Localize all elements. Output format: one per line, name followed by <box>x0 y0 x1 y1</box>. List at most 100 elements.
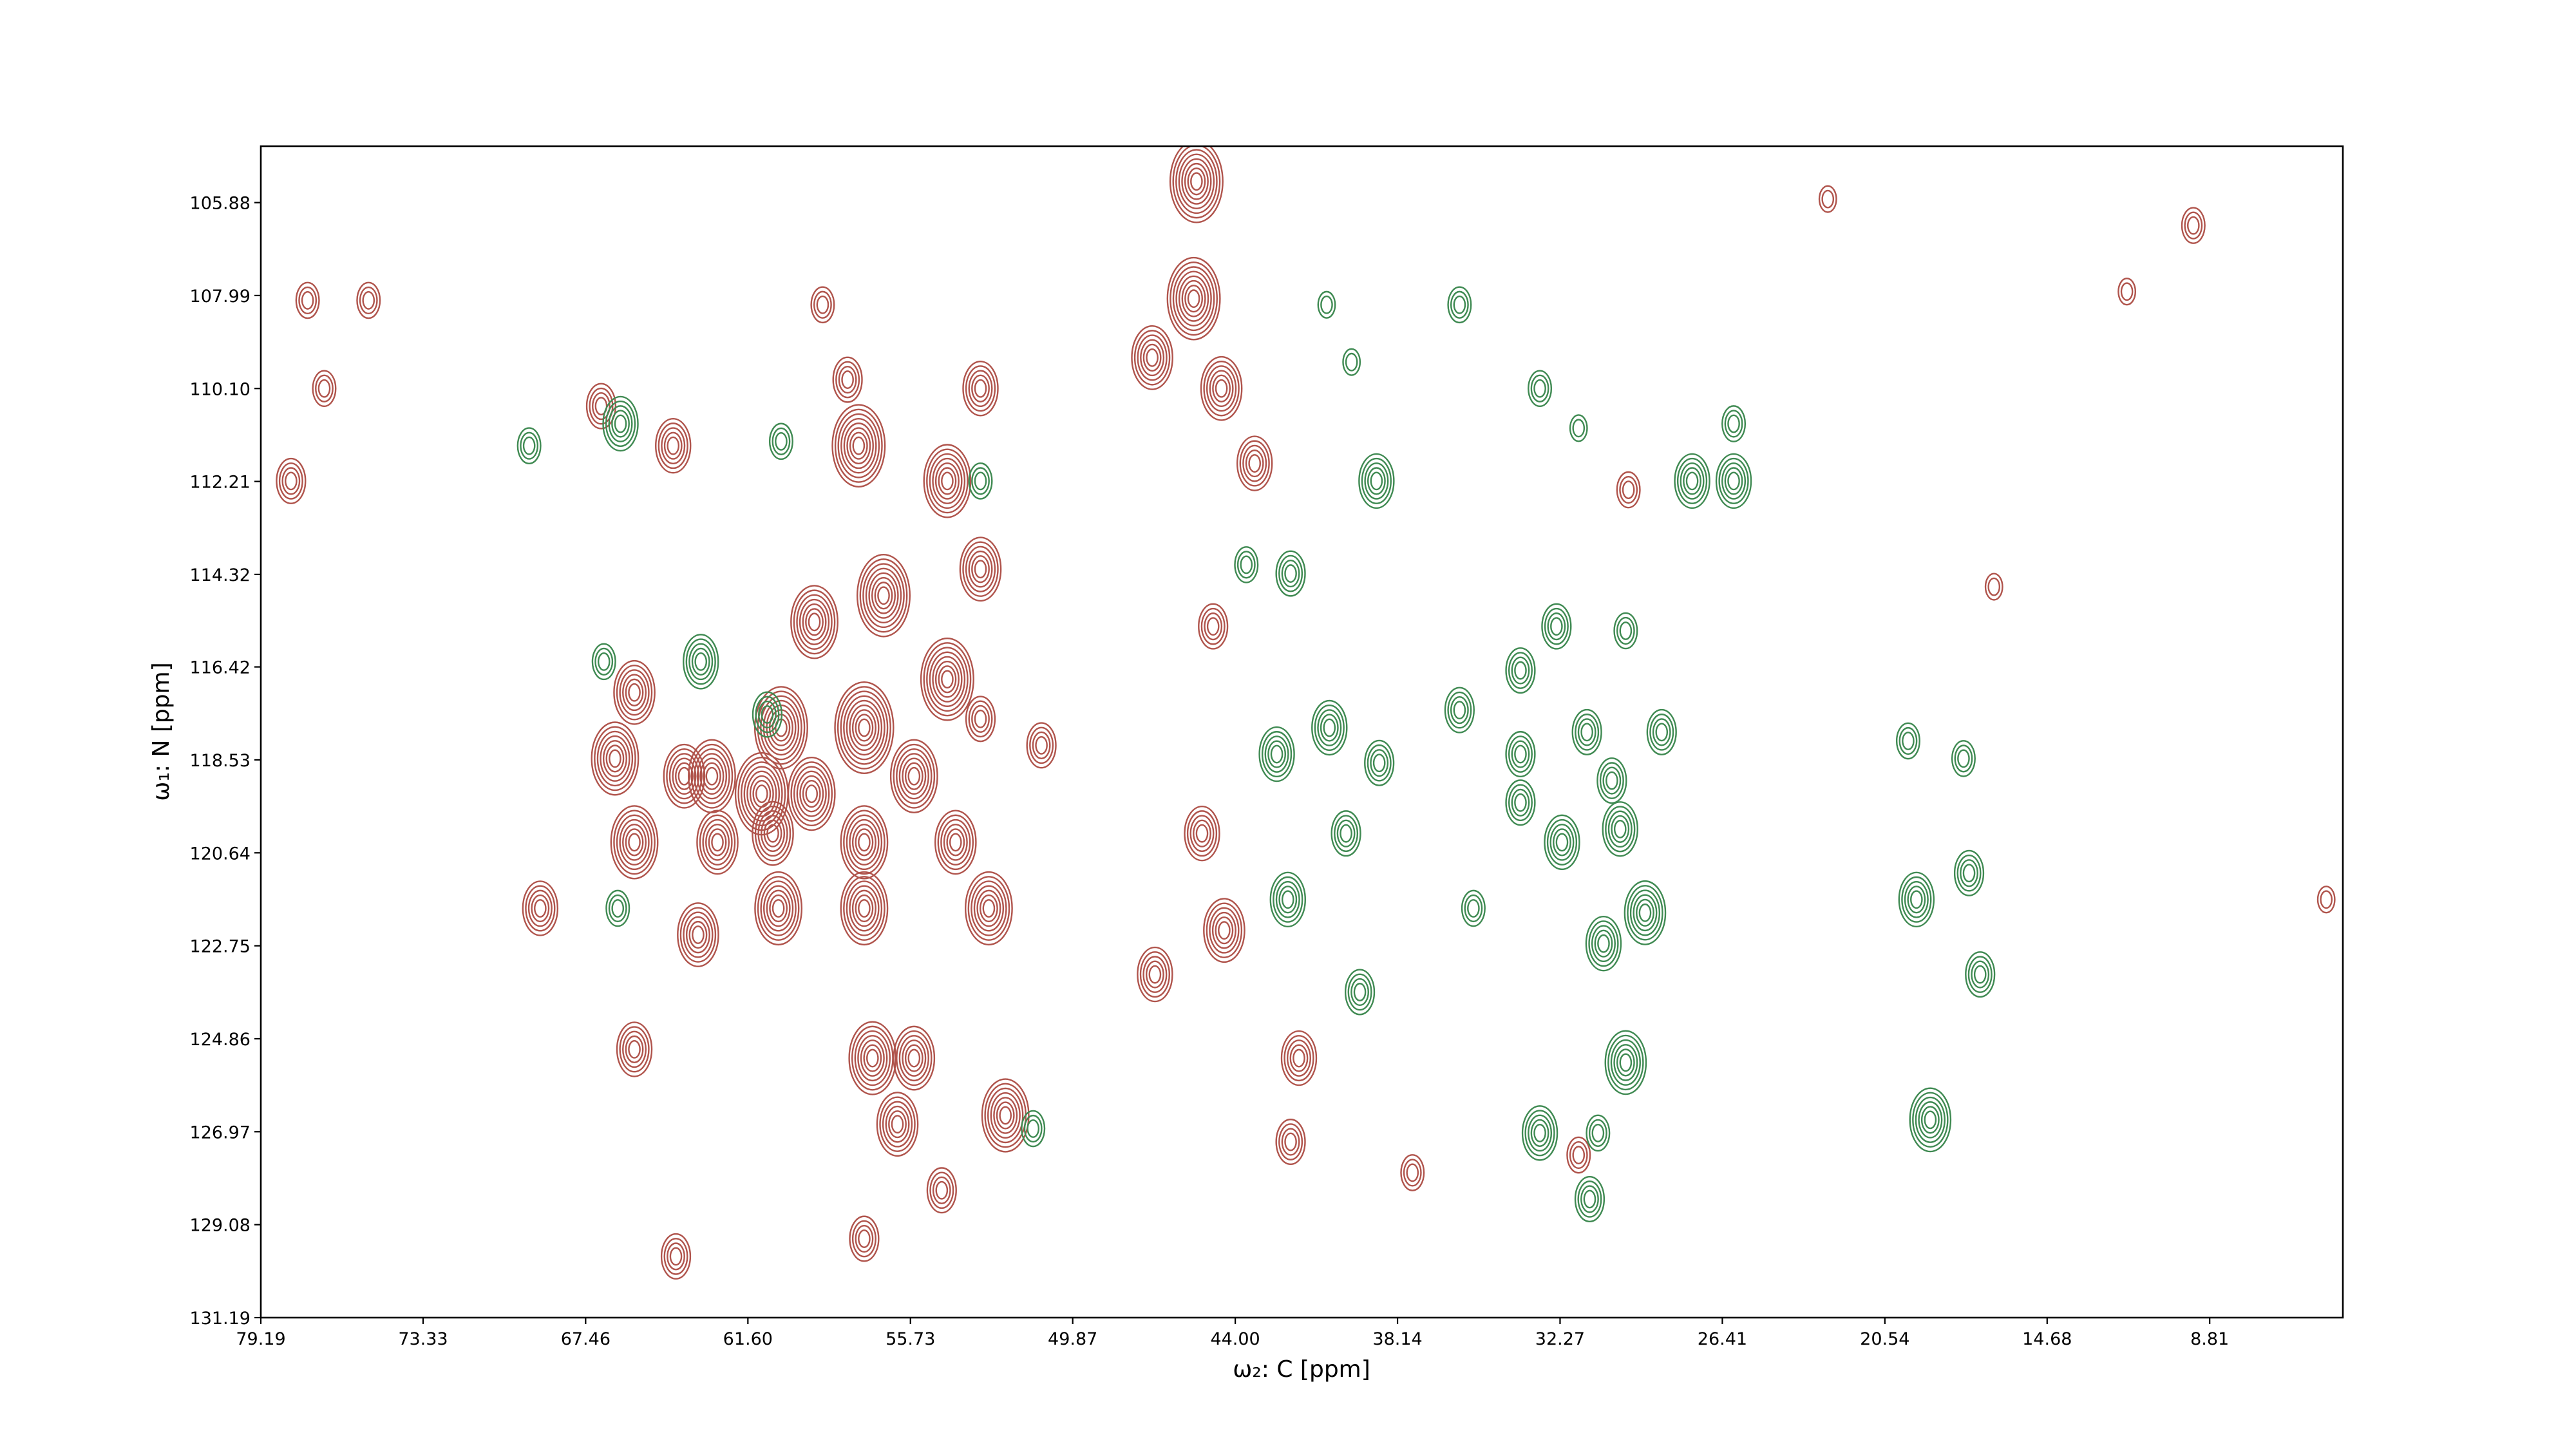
peak <box>754 871 803 946</box>
contour-ring <box>752 800 794 866</box>
contour-ring <box>1569 1141 1588 1170</box>
peak <box>1169 146 1224 223</box>
contour-ring <box>793 589 836 655</box>
contour-ring <box>1278 554 1303 592</box>
contour-ring <box>840 417 877 474</box>
contour-ring <box>1367 467 1386 495</box>
y-tick-label: 105.88 <box>190 194 251 214</box>
contour-ring <box>981 1078 1030 1153</box>
contour-ring <box>663 1238 688 1275</box>
contour-ring <box>2187 216 2200 235</box>
contour-ring <box>971 467 990 495</box>
contour-ring <box>1605 806 1636 853</box>
contour-ring <box>1236 435 1273 491</box>
contour-ring <box>999 1106 1012 1125</box>
peak <box>1444 687 1475 734</box>
peak <box>920 637 974 721</box>
contour-ring <box>2117 278 2137 306</box>
peak <box>1131 325 1173 390</box>
peak <box>1358 453 1395 509</box>
contour-ring <box>787 757 836 831</box>
peak <box>605 889 630 927</box>
contour-ring <box>660 1233 692 1280</box>
contour-ring <box>962 361 999 417</box>
peak <box>1574 1175 1605 1222</box>
contour-ring <box>971 880 1007 936</box>
contour-ring <box>1450 696 1469 724</box>
contour-ring <box>1372 753 1386 773</box>
contour-ring <box>1148 965 1162 984</box>
contour-ring <box>1622 480 1635 499</box>
contour-ring <box>813 290 832 319</box>
peak <box>893 1025 936 1091</box>
contour-ring <box>1596 757 1627 804</box>
peak <box>1895 722 1920 760</box>
contour-ring <box>600 735 630 782</box>
contour-ring <box>1604 1030 1647 1095</box>
contour-ring <box>846 814 883 871</box>
y-tick-label: 114.32 <box>190 565 251 585</box>
contour-ring <box>772 899 785 918</box>
contour-ring <box>763 885 794 932</box>
contour-ring <box>672 757 697 795</box>
x-tick-label: 32.27 <box>1535 1329 1585 1349</box>
contour-ring <box>1718 457 1749 504</box>
contour-ring <box>1027 1119 1040 1138</box>
contour-ring <box>1023 1114 1043 1143</box>
contour-ring <box>863 1044 882 1072</box>
contour-ring <box>1619 621 1633 640</box>
contour-ring <box>692 925 705 944</box>
contour-ring <box>949 833 962 852</box>
contour-ring <box>1572 1146 1586 1164</box>
contour-ring <box>1619 475 1638 504</box>
contour-ring <box>987 1087 1024 1144</box>
peak <box>677 902 719 967</box>
peak <box>1344 969 1376 1016</box>
contour-ring <box>356 281 381 319</box>
peak <box>1275 1119 1306 1166</box>
contour-ring <box>1021 1110 1046 1148</box>
contour-ring <box>1178 275 1209 322</box>
contour-ring <box>2181 207 2206 244</box>
contour-ring <box>1683 467 1701 495</box>
contour-ring <box>896 1030 933 1086</box>
contour-ring <box>1450 290 1469 319</box>
contour-ring <box>876 1092 919 1157</box>
peak <box>522 880 559 936</box>
contour-ring <box>891 1115 904 1134</box>
contour-ring <box>1674 453 1710 509</box>
x-tick-label: 79.19 <box>236 1329 285 1349</box>
contour-ring <box>799 775 824 813</box>
contour-ring <box>796 770 827 817</box>
peak <box>1566 1136 1591 1174</box>
contour-ring <box>655 417 692 474</box>
contour-ring <box>611 899 625 918</box>
peak <box>1616 471 1641 509</box>
contour-ring <box>1178 153 1215 209</box>
contour-ring <box>860 1039 885 1077</box>
contour-ring <box>968 700 993 738</box>
peak <box>1021 1110 1046 1148</box>
contour-ring <box>843 876 886 941</box>
contour-ring <box>1453 701 1466 720</box>
contour-ring <box>1181 158 1212 205</box>
contour-ring <box>934 810 977 875</box>
x-tick-label: 67.46 <box>561 1329 611 1349</box>
contour-ring <box>683 634 719 690</box>
contour-ring <box>1345 352 1358 372</box>
contour-ring <box>762 699 800 756</box>
contour-ring <box>1184 285 1203 313</box>
peak <box>1269 871 1306 927</box>
contour-ring <box>699 757 724 795</box>
contour-ring <box>1957 749 1970 768</box>
contour-ring <box>929 1171 954 1209</box>
contour-ring <box>1278 1123 1303 1160</box>
peak <box>655 417 692 474</box>
contour-ring <box>1602 801 1638 857</box>
contour-ring <box>755 696 780 734</box>
peak <box>1586 1114 1611 1152</box>
contour-ring <box>990 1092 1021 1139</box>
contour-ring <box>278 462 303 500</box>
contour-ring <box>1721 462 1747 500</box>
contour-ring <box>1680 462 1705 500</box>
